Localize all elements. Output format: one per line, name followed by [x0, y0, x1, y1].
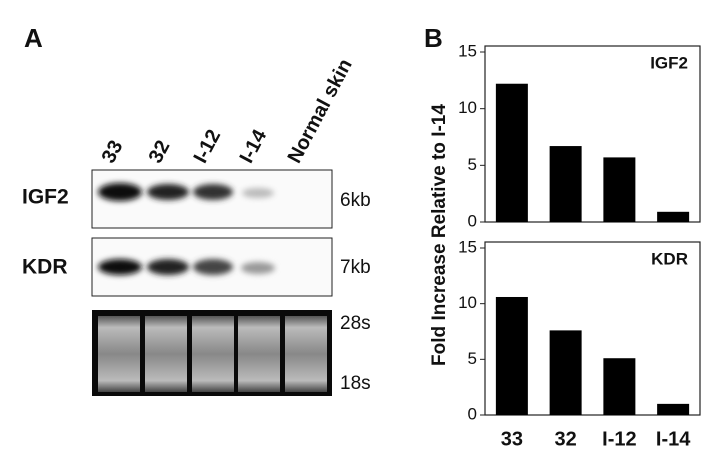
x-tick-label: I-14 — [656, 428, 691, 450]
lane-labels: 33 32 I-12 I-14 Normal skin — [98, 55, 357, 166]
y-tick-label: 10 — [458, 98, 477, 117]
y-tick-label: 0 — [468, 211, 477, 230]
y-tick-label: 15 — [458, 41, 477, 60]
size-label: 18s — [340, 373, 371, 394]
lane-label: 32 — [145, 137, 175, 167]
chart-annotation: KDR — [651, 249, 688, 268]
bar — [657, 403, 690, 415]
plot-frame — [484, 45, 701, 223]
chart-annotation: IGF2 — [650, 53, 688, 72]
lane-label: 33 — [98, 137, 128, 167]
bar — [549, 146, 582, 222]
bar — [549, 330, 582, 415]
bands-kdr — [98, 259, 275, 275]
lane-label: I-12 — [190, 126, 226, 167]
y-tick-label: 0 — [468, 404, 477, 423]
bar — [657, 211, 690, 222]
row-label: IGF2 — [22, 186, 69, 209]
y-tick-label: 5 — [468, 349, 477, 368]
y-axis-title: Fold Increase Relative to I-14 — [429, 104, 450, 366]
y-tick-label: 10 — [458, 293, 477, 312]
bar — [495, 296, 528, 415]
size-label: 6kb — [340, 190, 371, 211]
bands-igf2 — [98, 183, 274, 201]
y-tick-label: 5 — [468, 155, 477, 174]
bar — [495, 83, 528, 222]
gel-lanes — [98, 316, 327, 392]
row-label: KDR — [22, 256, 68, 279]
panel-label: A — [24, 23, 43, 53]
x-tick-label: I-12 — [602, 428, 636, 450]
x-tick-label: 33 — [501, 428, 523, 450]
plot-frame — [484, 241, 701, 416]
bar — [603, 358, 636, 415]
lane-label: Normal skin — [284, 55, 357, 166]
x-tick-label: 32 — [555, 428, 577, 450]
size-label: 28s — [340, 313, 371, 334]
size-label: 7kb — [340, 257, 371, 278]
bar — [603, 157, 636, 222]
y-tick-label: 15 — [458, 237, 477, 256]
panel-label: B — [424, 23, 443, 53]
lane-label: I-14 — [236, 125, 272, 167]
